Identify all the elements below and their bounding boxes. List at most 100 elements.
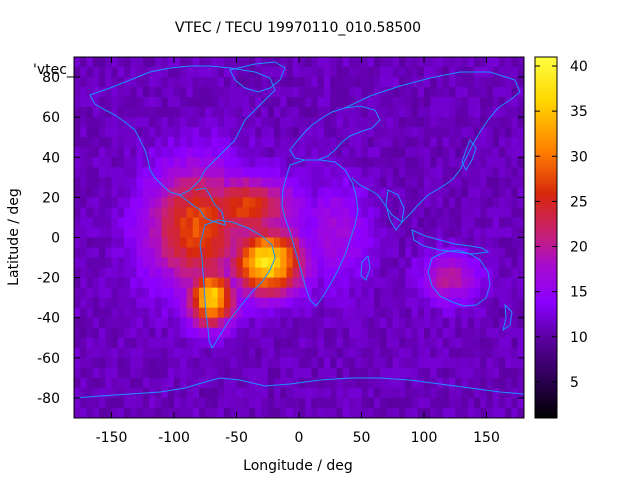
heatmap-cell	[411, 337, 419, 349]
heatmap-cell	[99, 377, 106, 389]
heatmap-cell	[449, 267, 456, 279]
heatmap-cell	[361, 267, 369, 279]
heatmap-cell	[92, 207, 100, 218]
heatmap-cell	[442, 97, 450, 108]
heatmap-cell	[180, 157, 187, 168]
heatmap-cell	[386, 297, 394, 309]
heatmap-cell	[411, 237, 419, 248]
heatmap-cell	[167, 197, 175, 208]
heatmap-cell	[424, 87, 431, 98]
heatmap-cell	[324, 377, 331, 389]
heatmap-cell	[124, 137, 131, 148]
heatmap-cell	[224, 227, 231, 238]
heatmap-cell	[480, 237, 487, 248]
heatmap-cell	[299, 197, 306, 208]
heatmap-cell	[180, 227, 187, 238]
heatmap-cell	[417, 57, 425, 68]
heatmap-cell	[492, 277, 500, 289]
heatmap-cell	[199, 187, 206, 198]
heatmap-cell	[155, 397, 162, 409]
heatmap-cell	[399, 207, 406, 218]
heatmap-cell	[461, 127, 469, 138]
heatmap-cell	[417, 207, 425, 218]
heatmap-cell	[249, 357, 256, 369]
heatmap-cell	[136, 77, 144, 88]
heatmap-cell	[192, 277, 200, 289]
heatmap-cell	[286, 137, 294, 148]
heatmap-cell	[161, 107, 169, 118]
heatmap-cell	[517, 137, 524, 148]
heatmap-cell	[130, 357, 137, 369]
heatmap-cell	[361, 327, 369, 339]
heatmap-cell	[349, 327, 356, 339]
heatmap-cell	[142, 77, 150, 88]
heatmap-cell	[492, 317, 500, 329]
heatmap-cell	[449, 117, 456, 128]
heatmap-cell	[392, 147, 400, 158]
heatmap-cell	[311, 87, 319, 98]
heatmap-cell	[449, 327, 456, 339]
heatmap-cell	[486, 267, 494, 279]
heatmap-cell	[286, 177, 294, 188]
heatmap-cell	[380, 77, 387, 88]
heatmap-cell	[336, 147, 344, 158]
heatmap-cell	[267, 327, 275, 339]
heatmap-cell	[192, 227, 200, 238]
heatmap-cell	[117, 87, 125, 98]
heatmap-cell	[430, 407, 437, 418]
heatmap-cell	[236, 317, 244, 329]
heatmap-cell	[249, 97, 256, 108]
heatmap-cell	[492, 207, 500, 218]
heatmap-cell	[142, 267, 150, 279]
heatmap-cell	[117, 207, 125, 218]
heatmap-cell	[305, 177, 312, 188]
heatmap-cell	[280, 377, 287, 389]
heatmap-cell	[367, 237, 375, 248]
heatmap-cell	[486, 107, 494, 118]
heatmap-cell	[324, 97, 331, 108]
heatmap-cell	[292, 297, 300, 309]
heatmap-cell	[211, 227, 219, 238]
heatmap-cell	[111, 197, 119, 208]
heatmap-cell	[155, 347, 162, 359]
heatmap-cell	[105, 117, 112, 128]
x-tick-label: -50	[225, 430, 248, 446]
heatmap-cell	[242, 127, 250, 138]
heatmap-cell	[486, 137, 494, 148]
heatmap-cell	[399, 147, 406, 158]
heatmap-cell	[92, 57, 100, 68]
heatmap-cell	[467, 187, 475, 198]
heatmap-cell	[261, 87, 269, 98]
heatmap-cell	[117, 327, 125, 339]
heatmap-cell	[442, 87, 450, 98]
heatmap-cell	[486, 297, 494, 309]
heatmap-cell	[99, 227, 106, 238]
x-tick-label: 150	[473, 430, 500, 446]
heatmap-cell	[261, 217, 269, 228]
heatmap-cell	[386, 357, 394, 369]
heatmap-cell	[142, 377, 150, 389]
heatmap-cell	[211, 87, 219, 98]
heatmap-cell	[505, 317, 512, 329]
heatmap-cell	[374, 367, 381, 379]
heatmap-cell	[74, 197, 81, 208]
heatmap-cell	[161, 377, 169, 389]
heatmap-cell	[111, 267, 119, 279]
heatmap-cell	[155, 377, 162, 389]
heatmap-cell	[517, 317, 524, 329]
heatmap-cell	[180, 137, 187, 148]
heatmap-cell	[467, 277, 475, 289]
heatmap-cell	[155, 247, 162, 258]
heatmap-cell	[436, 277, 444, 289]
heatmap-cell	[155, 307, 162, 319]
heatmap-cell	[311, 307, 319, 319]
heatmap-cell	[399, 377, 406, 389]
heatmap-cell	[224, 97, 231, 108]
heatmap-cell	[299, 157, 306, 168]
heatmap-cell	[192, 87, 200, 98]
heatmap-cell	[386, 57, 394, 68]
heatmap-cell	[336, 137, 344, 148]
heatmap-cell	[355, 247, 362, 258]
heatmap-cell	[86, 247, 94, 258]
heatmap-cell	[136, 337, 144, 349]
